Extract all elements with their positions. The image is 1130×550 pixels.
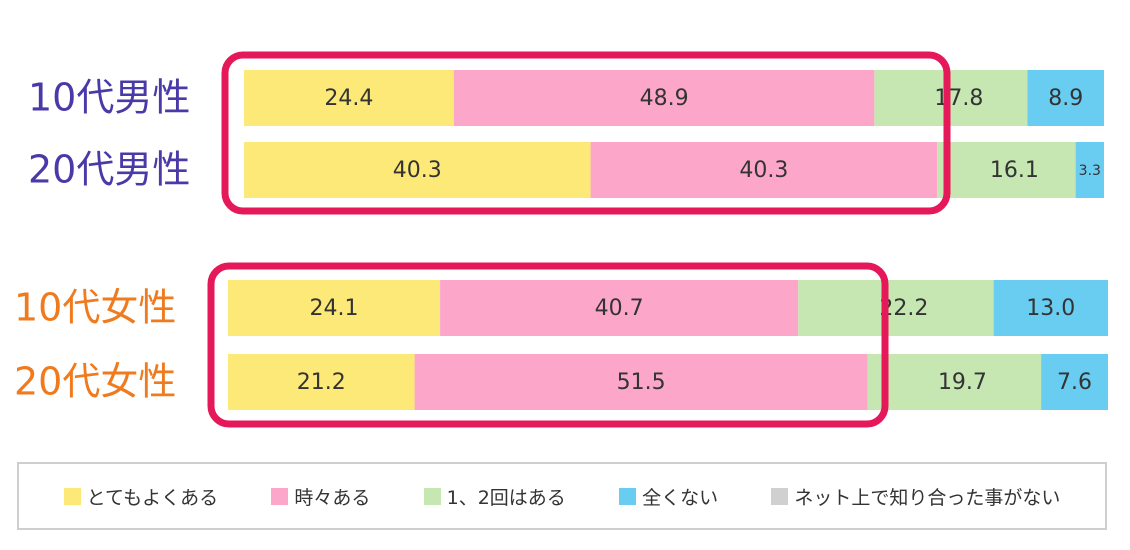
bar-segment [440,280,799,336]
data-label: 24.4 [324,86,373,111]
data-label: 17.8 [934,86,983,111]
bar-segment [228,354,415,410]
bar-segment [937,142,1076,198]
legend-item: 1、2回はある [423,483,566,510]
category-label: 10代女性 [14,286,176,330]
bar-segment [244,70,454,126]
data-label: 51.5 [617,370,666,395]
bar-segment [993,280,1108,336]
data-label: 19.7 [938,370,987,395]
highlight-box [207,262,889,428]
category-label: 20代女性 [14,360,176,404]
legend-swatch [423,487,441,505]
legend-label: 1、2回はある [446,486,566,509]
legend-item: 全くない [619,483,718,510]
legend-item: ネット上で知り合った事がない [771,483,1060,510]
bar-segment [867,354,1042,410]
legend-swatch [771,487,789,505]
data-label: 8.9 [1048,86,1083,111]
bar-segment [244,142,591,198]
data-label: 21.2 [297,370,346,395]
data-label: 7.6 [1057,370,1092,395]
data-label: 40.3 [739,158,788,183]
bar-segment [874,70,1028,126]
bar-segment [590,142,938,198]
data-label: 13.0 [1026,296,1075,321]
legend-swatch [63,487,81,505]
highlight-box [221,51,951,215]
data-label: 24.1 [310,296,359,321]
legend-swatch [271,487,289,505]
bar-segment [414,354,868,410]
legend-label: 時々ある [294,486,371,509]
legend-label: とてもよくある [86,486,219,509]
legend-label: ネット上で知り合った事がない [794,486,1061,509]
category-label: 10代男性 [28,76,190,120]
bar-segment [798,280,994,336]
bar-segment [228,280,441,336]
data-label: 16.1 [990,158,1039,183]
legend-item: とてもよくある [63,483,219,510]
bar-segment [1041,354,1108,410]
data-label: 3.3 [1079,163,1101,179]
bar-segment [1027,70,1104,126]
legend: とてもよくある 時々ある 1、2回はある 全くない ネット上で知り合った事がない [17,462,1107,530]
bar-segment [1075,142,1104,198]
data-label: 48.9 [640,86,689,111]
bar-segment [453,70,875,126]
data-label: 40.3 [393,158,442,183]
category-label: 20代男性 [28,148,190,192]
legend-swatch [619,487,637,505]
data-label: 40.7 [595,296,644,321]
legend-item: 時々ある [271,483,370,510]
legend-label: 全くない [642,486,719,509]
